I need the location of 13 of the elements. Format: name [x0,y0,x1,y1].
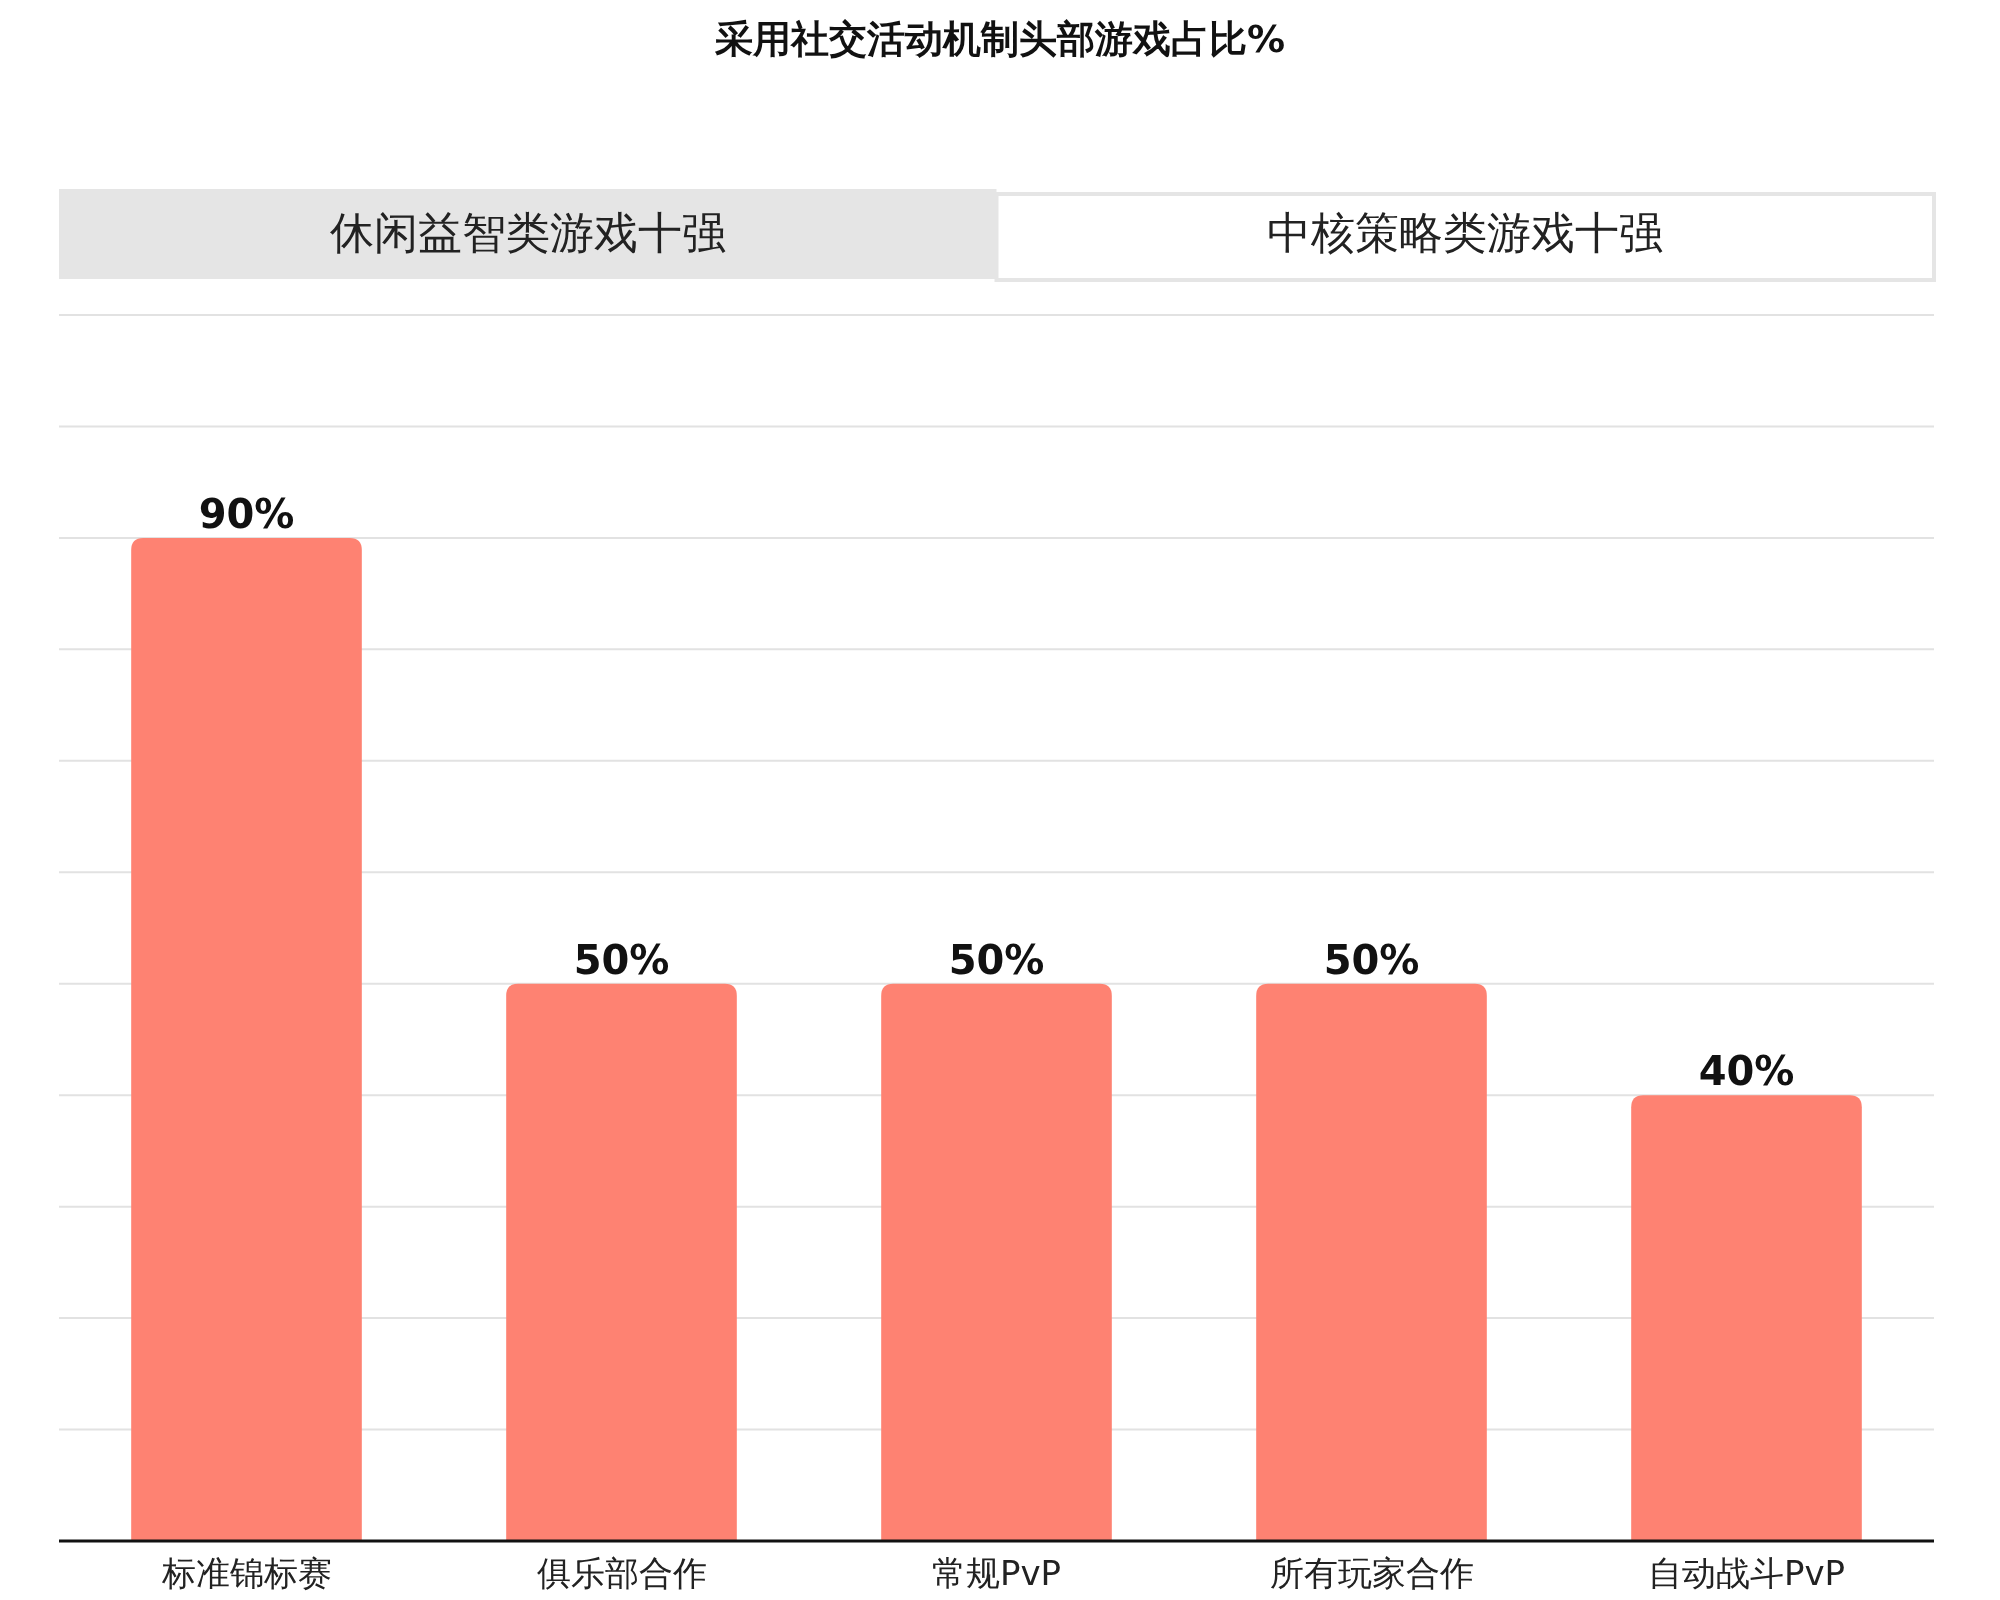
data-label: 50% [1323,936,1420,983]
text: 中核策略类游戏十强 [1267,207,1664,258]
x-tick-label: 自动战斗PvP [1647,1553,1846,1593]
data-label: 40% [1698,1048,1795,1095]
x-tick-label: 所有玩家合作 [1269,1553,1474,1593]
data-label: 50% [948,936,1045,983]
data-label: 90% [198,490,295,537]
chart-title: 采用社交活动机制头部游戏占比% [713,17,1286,61]
x-tick-label: 常规PvP [931,1553,1062,1593]
x-tick-label: 标准锦标赛 [160,1553,332,1593]
x-tick-label: 俱乐部合作 [536,1553,707,1593]
data-label: 50% [573,936,670,983]
text: 休闲益智类游戏十强 [329,207,726,258]
